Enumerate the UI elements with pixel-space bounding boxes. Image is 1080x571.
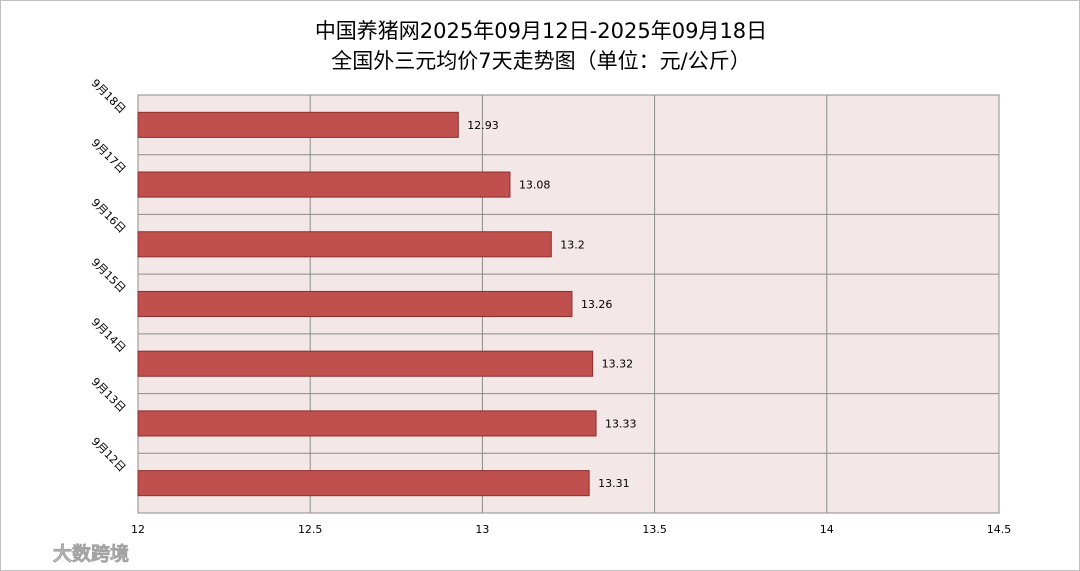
grid-lines (137, 95, 1000, 513)
category-axis: 9月18日 9月17日 9月16日 9月15日 9月14日 9月13日 9月12日 (89, 77, 129, 475)
bar (137, 231, 552, 258)
bar-series (137, 111, 597, 497)
bar (137, 350, 594, 377)
bar (137, 171, 511, 198)
data-label: 13.08 (519, 179, 551, 192)
x-tick-label: 13 (475, 523, 489, 536)
data-label: 13.26 (581, 298, 613, 311)
x-tick-label: 12 (131, 523, 145, 536)
x-tick-label: 13.5 (642, 523, 667, 536)
x-tick-label: 14.5 (987, 523, 1012, 536)
x-tick-label: 12.5 (298, 523, 323, 536)
watermark: 大数跨境 (10, 541, 129, 565)
category-label: 9月16日 (89, 196, 129, 236)
x-tick-label: 14 (820, 523, 834, 536)
category-label: 9月15日 (89, 256, 129, 296)
data-labels: 12.93 13.08 13.2 13.26 13.32 13.33 13.31 (467, 119, 636, 490)
value-axis: 12 12.5 13 13.5 14 14.5 (131, 523, 1011, 536)
category-label: 9月14日 (89, 315, 129, 355)
watermark-text: 大数跨境 (53, 542, 129, 565)
bar (137, 470, 590, 497)
data-label: 13.2 (560, 238, 585, 251)
bar (137, 290, 573, 318)
dashu-logo-icon (10, 541, 45, 562)
bar (137, 410, 597, 437)
data-label: 12.93 (467, 119, 499, 132)
category-label: 9月12日 (89, 435, 129, 475)
category-label: 9月17日 (89, 136, 129, 176)
bar (137, 111, 459, 138)
data-label: 13.31 (598, 477, 630, 490)
data-label: 13.32 (602, 358, 634, 371)
data-label: 13.33 (605, 417, 637, 430)
chart-subtitle: 全国外三元均价7天走势图（单位：元/公斤） (331, 49, 750, 73)
category-label: 9月18日 (89, 77, 129, 117)
chart-title: 中国养猪网2025年09月12日-2025年09月18日 (315, 19, 767, 43)
category-label: 9月13日 (89, 375, 129, 415)
